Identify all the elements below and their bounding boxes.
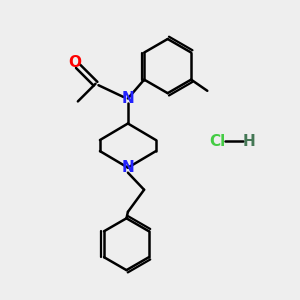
Text: N: N bbox=[122, 91, 134, 106]
Text: H: H bbox=[242, 134, 255, 149]
Text: Cl: Cl bbox=[210, 134, 226, 149]
Text: O: O bbox=[68, 55, 81, 70]
Text: N: N bbox=[122, 160, 134, 175]
